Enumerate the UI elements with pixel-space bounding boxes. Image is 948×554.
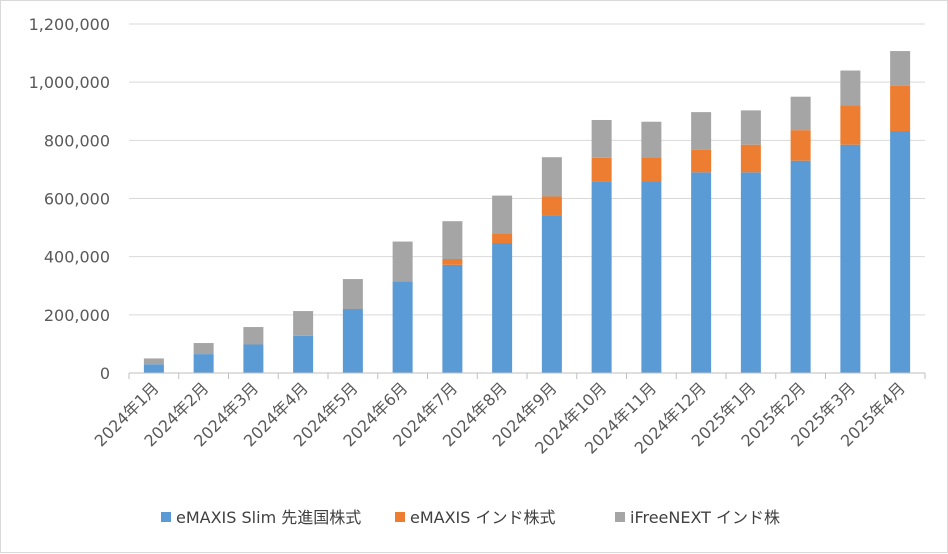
bar-segment-series-0 <box>143 364 164 373</box>
legend-item: eMAXIS Slim 先進国株式 <box>161 508 361 527</box>
bar-segment-series-2 <box>293 311 314 336</box>
bar-segment-series-1 <box>641 157 662 182</box>
bar-segment-series-1 <box>691 149 712 173</box>
y-tick-label: 800,000 <box>44 131 110 150</box>
bar-segment-series-2 <box>143 358 164 365</box>
bar-segment-series-0 <box>641 181 662 373</box>
legend-swatch <box>161 512 171 522</box>
bar-segment-series-2 <box>392 241 413 282</box>
bar-segment-series-0 <box>492 242 513 373</box>
bar-segment-series-2 <box>641 121 662 158</box>
bar-segment-series-1 <box>492 233 513 243</box>
bar-segment-series-2 <box>243 327 264 345</box>
bar-segment-series-0 <box>840 144 861 373</box>
bar-segment-series-1 <box>840 105 861 145</box>
bar-segment-series-0 <box>193 354 214 373</box>
bar-segment-series-0 <box>790 160 811 373</box>
bar-segment-series-0 <box>442 264 463 373</box>
legend-label: iFreeNEXT インド株 <box>630 508 780 527</box>
bar-segment-series-0 <box>691 172 712 373</box>
y-tick-label: 1,000,000 <box>29 73 110 92</box>
bar-segment-series-0 <box>342 309 363 373</box>
bar-segment-series-1 <box>740 144 761 173</box>
bar-segment-series-2 <box>342 279 363 310</box>
bar-segment-series-2 <box>840 70 861 106</box>
bar-segment-series-2 <box>591 119 612 158</box>
bar-segment-series-2 <box>691 112 712 150</box>
bar-segment-series-1 <box>790 130 811 161</box>
legend-label: eMAXIS Slim 先進国株式 <box>176 508 361 527</box>
bar-segment-series-0 <box>591 181 612 373</box>
legend-item: iFreeNEXT インド株 <box>615 508 780 527</box>
bar-segment-series-1 <box>442 258 463 265</box>
legend-swatch <box>395 512 405 522</box>
axes <box>128 372 926 379</box>
x-tick-labels: 2024年1月2024年2月2024年3月2024年4月2024年5月2024年… <box>91 378 909 457</box>
y-tick-labels: 0 200,000 400,000 600,000 800,000 1,000,000 1,… <box>29 15 110 383</box>
legend-item: eMAXIS インド株式 <box>395 508 556 527</box>
bar-segment-series-2 <box>541 157 562 197</box>
bar-segment-series-2 <box>193 343 214 355</box>
bar-segment-series-0 <box>541 215 562 373</box>
bar-segment-series-1 <box>541 196 562 216</box>
bar-segment-series-1 <box>890 85 911 132</box>
bar-segment-series-0 <box>890 131 911 373</box>
y-tick-label: 1,200,000 <box>29 15 110 34</box>
y-tick-label: 400,000 <box>44 248 110 267</box>
legend-swatch <box>615 512 625 522</box>
y-tick-label: 600,000 <box>44 190 110 209</box>
bar-segment-series-2 <box>442 221 463 259</box>
bar-segment-series-1 <box>591 157 612 182</box>
bar-segment-series-2 <box>740 110 761 145</box>
y-tick-label: 200,000 <box>44 306 110 325</box>
bar-segment-series-0 <box>293 335 314 373</box>
legend: eMAXIS Slim 先進国株式 eMAXIS インド株式 iFreeNEXT イ… <box>161 508 780 527</box>
bar-segment-series-2 <box>790 96 811 131</box>
legend-label: eMAXIS インド株式 <box>410 508 556 527</box>
bar-segment-series-2 <box>492 195 513 234</box>
bar-segment-series-0 <box>243 344 264 373</box>
bar-segment-series-0 <box>740 172 761 373</box>
y-tick-label: 0 <box>100 364 110 383</box>
bar-segment-series-0 <box>392 281 413 373</box>
bar-segment-series-2 <box>890 51 911 86</box>
bars <box>143 51 911 373</box>
